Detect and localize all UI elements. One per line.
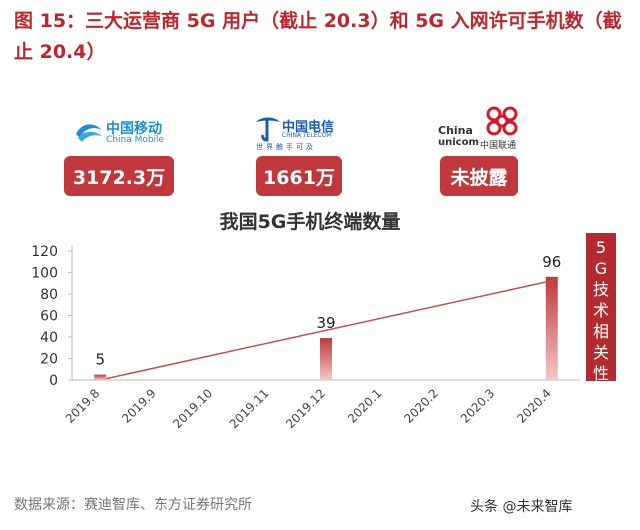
x-tick-label: 2020.1 xyxy=(345,386,385,426)
x-tick-label: 2020.4 xyxy=(514,386,554,426)
y-tick-label: 40 xyxy=(40,330,58,346)
china-unicom-en-top: China xyxy=(438,124,473,137)
x-tick-label: 2019.11 xyxy=(227,386,272,431)
source-note: 数据来源：赛迪智库、东方证券研究所 xyxy=(14,497,252,513)
bar xyxy=(545,276,558,380)
china-telecom-logo: 中国电信 CHINA TELECOM 世界触手可及 xyxy=(252,114,352,152)
side-label-box: 5G技术相关性 xyxy=(586,233,616,383)
y-tick-label: 80 xyxy=(40,287,58,303)
y-tick-label: 60 xyxy=(40,309,58,325)
y-tick-label: 120 xyxy=(31,244,58,260)
china-mobile-name: 中国移动 xyxy=(106,121,162,137)
trend-line xyxy=(106,279,556,380)
china-mobile-users: 3172.3万 xyxy=(64,156,174,196)
watermark: 头条 @未来智库 xyxy=(470,499,573,515)
chart-title: 我国5G手机终端数量 xyxy=(219,211,401,233)
china-mobile-logo-icon xyxy=(76,124,102,142)
china-telecom-logo-icon xyxy=(256,117,280,142)
china-mobile-logo: 中国移动 China Mobile xyxy=(72,116,182,148)
china-unicom-en-bottom: unicom xyxy=(438,137,479,148)
china-unicom-users: 未披露 xyxy=(440,156,518,196)
y-tick-label: 20 xyxy=(40,352,58,368)
bar xyxy=(94,374,107,380)
x-tick-label: 2020.3 xyxy=(458,386,498,426)
china-mobile-en: China Mobile xyxy=(106,135,165,145)
figure-title: 图 15：三大运营商 5G 用户（截止 20.3）和 5G 入网许可手机数（截止… xyxy=(14,10,622,63)
y-tick-label: 100 xyxy=(31,266,58,282)
china-telecom-en: CHINA TELECOM xyxy=(282,132,332,139)
x-tick-label: 2019.9 xyxy=(119,386,159,426)
data-label: 5 xyxy=(95,351,105,369)
x-tick-label: 2020.2 xyxy=(401,386,441,426)
bar xyxy=(320,338,332,380)
china-unicom-knot-icon xyxy=(486,106,518,136)
data-label: 39 xyxy=(316,314,335,332)
y-tick-label: 0 xyxy=(49,373,58,389)
china-unicom-name: 中国联通 xyxy=(480,141,517,151)
china-telecom-slogan: 世界触手可及 xyxy=(256,143,316,151)
x-tick-label: 2019.12 xyxy=(283,386,328,431)
data-label: 96 xyxy=(542,253,561,271)
x-tick-label: 2019.8 xyxy=(63,386,103,426)
china-unicom-logo: China unicom 中国联通 xyxy=(438,104,548,151)
china-telecom-name: 中国电信 xyxy=(282,120,335,135)
side-label: 5G技术相关性 xyxy=(592,237,609,383)
x-tick-label: 2019.10 xyxy=(170,386,215,431)
china-telecom-users: 1661万 xyxy=(256,156,342,196)
